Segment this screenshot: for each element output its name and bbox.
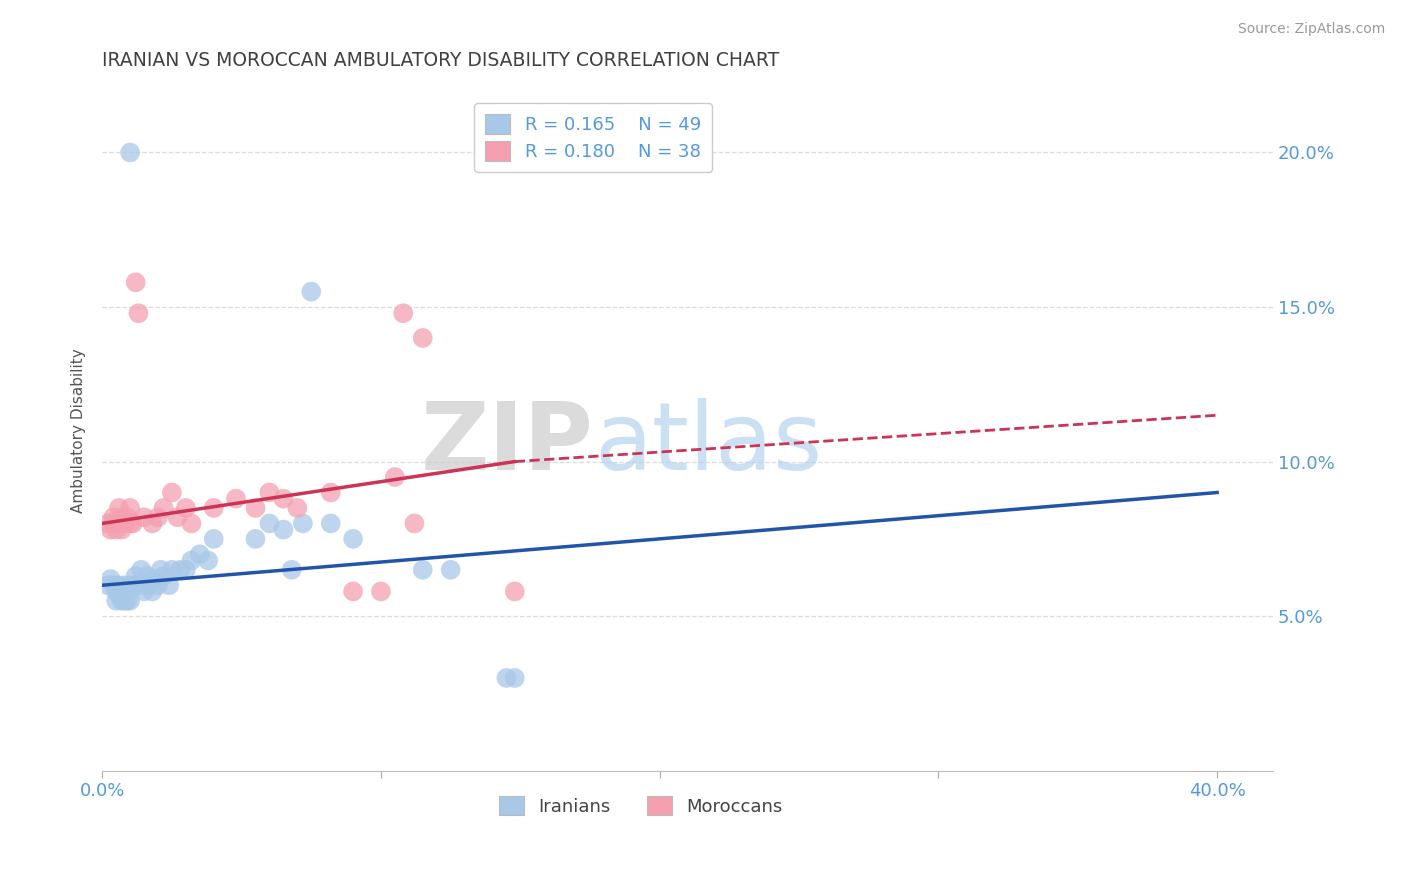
- Point: [146, 578, 169, 592]
- Point: [103, 578, 125, 592]
- Point: [135, 569, 157, 583]
- Point: [152, 569, 174, 583]
- Point: [503, 671, 526, 685]
- Point: [342, 584, 364, 599]
- Point: [117, 593, 139, 607]
- Point: [180, 516, 202, 531]
- Point: [122, 516, 145, 531]
- Y-axis label: Ambulatory Disability: Ambulatory Disability: [72, 348, 86, 513]
- Legend: Iranians, Moroccans: Iranians, Moroccans: [492, 789, 790, 822]
- Point: [342, 532, 364, 546]
- Point: [503, 584, 526, 599]
- Point: [108, 516, 131, 531]
- Point: [225, 491, 247, 506]
- Point: [370, 584, 392, 599]
- Point: [188, 547, 211, 561]
- Point: [97, 516, 120, 531]
- Point: [105, 593, 128, 607]
- Point: [166, 510, 188, 524]
- Point: [245, 532, 267, 546]
- Point: [132, 510, 155, 524]
- Point: [108, 587, 131, 601]
- Point: [160, 563, 183, 577]
- Point: [105, 584, 128, 599]
- Text: ZIP: ZIP: [420, 399, 593, 491]
- Point: [146, 510, 169, 524]
- Point: [124, 569, 146, 583]
- Point: [404, 516, 426, 531]
- Point: [281, 563, 304, 577]
- Point: [120, 145, 142, 160]
- Point: [197, 553, 219, 567]
- Point: [412, 331, 434, 345]
- Point: [202, 532, 225, 546]
- Point: [97, 578, 120, 592]
- Point: [120, 516, 142, 531]
- Point: [143, 572, 166, 586]
- Point: [114, 516, 136, 531]
- Point: [120, 578, 142, 592]
- Point: [169, 563, 191, 577]
- Point: [135, 578, 157, 592]
- Point: [273, 491, 295, 506]
- Point: [120, 593, 142, 607]
- Point: [174, 500, 197, 515]
- Point: [319, 485, 342, 500]
- Point: [100, 572, 122, 586]
- Point: [138, 578, 160, 592]
- Point: [160, 485, 183, 500]
- Point: [127, 306, 149, 320]
- Point: [120, 500, 142, 515]
- Point: [100, 523, 122, 537]
- Point: [392, 306, 415, 320]
- Point: [114, 593, 136, 607]
- Point: [132, 584, 155, 599]
- Point: [114, 578, 136, 592]
- Point: [180, 553, 202, 567]
- Point: [111, 593, 134, 607]
- Point: [285, 500, 308, 515]
- Point: [202, 500, 225, 515]
- Point: [440, 563, 463, 577]
- Point: [149, 563, 172, 577]
- Point: [157, 578, 180, 592]
- Point: [384, 470, 406, 484]
- Point: [245, 500, 267, 515]
- Point: [141, 584, 163, 599]
- Point: [111, 523, 134, 537]
- Point: [319, 516, 342, 531]
- Point: [495, 671, 517, 685]
- Point: [111, 510, 134, 524]
- Point: [273, 523, 295, 537]
- Point: [299, 285, 322, 299]
- Point: [117, 510, 139, 524]
- Point: [412, 563, 434, 577]
- Point: [108, 500, 131, 515]
- Point: [124, 578, 146, 592]
- Point: [174, 563, 197, 577]
- Point: [117, 584, 139, 599]
- Point: [152, 500, 174, 515]
- Text: atlas: atlas: [593, 399, 823, 491]
- Point: [105, 523, 128, 537]
- Point: [111, 584, 134, 599]
- Point: [108, 578, 131, 592]
- Point: [259, 516, 281, 531]
- Point: [103, 510, 125, 524]
- Text: Source: ZipAtlas.com: Source: ZipAtlas.com: [1237, 22, 1385, 37]
- Point: [129, 563, 152, 577]
- Point: [124, 276, 146, 290]
- Text: IRANIAN VS MOROCCAN AMBULATORY DISABILITY CORRELATION CHART: IRANIAN VS MOROCCAN AMBULATORY DISABILIT…: [103, 51, 779, 70]
- Point: [141, 516, 163, 531]
- Point: [127, 578, 149, 592]
- Point: [291, 516, 314, 531]
- Point: [103, 516, 125, 531]
- Point: [259, 485, 281, 500]
